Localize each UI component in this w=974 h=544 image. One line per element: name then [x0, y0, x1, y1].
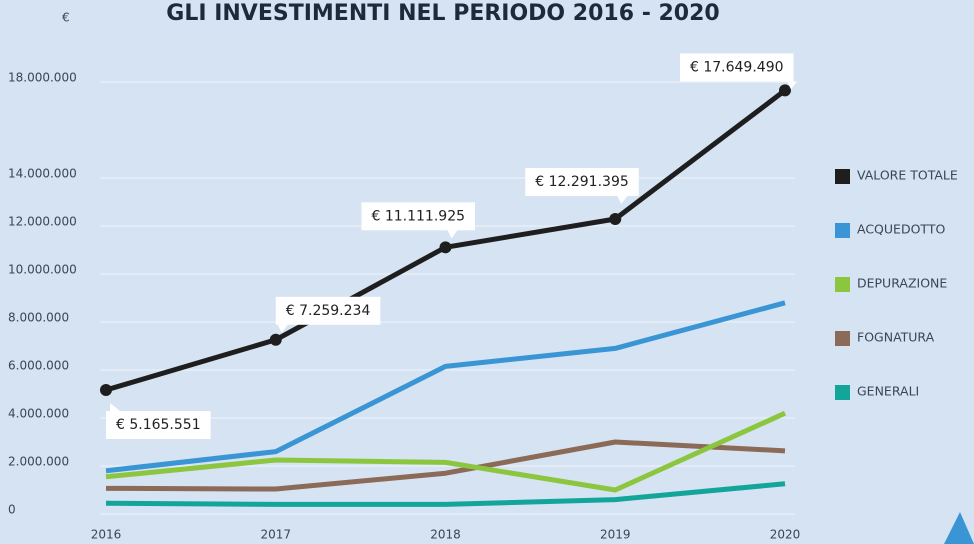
series-line [105, 439, 786, 492]
data-point [100, 384, 112, 397]
y-tick-label: 6.000.000 [8, 359, 69, 373]
x-tick-label: 2017 [260, 528, 291, 542]
y-tick-label: 0 [8, 503, 16, 517]
data-point [439, 241, 452, 254]
legend-swatch [835, 277, 850, 292]
y-tick-label: 12.000.000 [8, 215, 77, 229]
data-point [269, 333, 282, 346]
label-pointer [277, 324, 288, 333]
label-pointer [447, 230, 458, 239]
y-tick-label: 10.000.000 [8, 263, 77, 277]
value-label: € 5.165.551 [106, 403, 211, 440]
data-label: € 11.111.925 [372, 208, 466, 224]
legend-label: DEPURAZIONE [857, 276, 947, 291]
series-line [105, 410, 787, 493]
data-label: € 12.291.395 [535, 174, 629, 190]
x-tick-label: 2016 [91, 528, 122, 542]
value-label: € 11.111.925 [361, 202, 476, 239]
legend-label: FOGNATURA [857, 330, 935, 345]
data-point [609, 213, 622, 226]
label-box [106, 411, 211, 440]
y-tick-label: 8.000.000 [8, 311, 69, 325]
x-tick-label: 2020 [770, 528, 801, 542]
y-tick-label: 18.000.000 [8, 71, 77, 85]
label-box [361, 202, 476, 231]
legend-swatch [835, 331, 850, 346]
label-box [525, 168, 639, 197]
x-tick-label: 2019 [600, 528, 631, 542]
value-label: € 12.291.395 [525, 168, 639, 205]
legend-swatch [835, 385, 850, 400]
series-line [105, 481, 786, 507]
logo [944, 512, 974, 544]
label-pointer [617, 196, 628, 205]
data-label: € 5.165.551 [116, 417, 201, 433]
value-label: € 7.259.234 [275, 296, 381, 333]
legend-swatch [835, 169, 850, 184]
data-label: € 7.259.234 [286, 303, 371, 319]
data-label: € 17.649.490 [690, 59, 784, 75]
legend-label: VALORE TOTALE [857, 168, 958, 183]
series-line [105, 88, 787, 393]
label-box [275, 296, 381, 325]
series-line [105, 300, 786, 474]
legend-label: ACQUEDOTTO [857, 222, 945, 237]
y-axis-label: € [62, 11, 70, 25]
y-tick-label: 2.000.000 [8, 455, 69, 469]
label-box [680, 53, 794, 82]
chart-title: GLI INVESTIMENTI NEL PERIODO 2016 - 2020 [166, 1, 719, 26]
label-pointer [110, 403, 120, 412]
y-tick-label: 4.000.000 [8, 407, 69, 421]
value-label: € 17.649.490 [680, 53, 797, 90]
legend-swatch [835, 223, 850, 238]
label-pointer [787, 81, 797, 90]
x-tick-label: 2018 [430, 528, 461, 542]
y-tick-label: 14.000.000 [8, 167, 77, 181]
legend-label: GENERALI [857, 384, 919, 399]
data-point [779, 84, 791, 97]
